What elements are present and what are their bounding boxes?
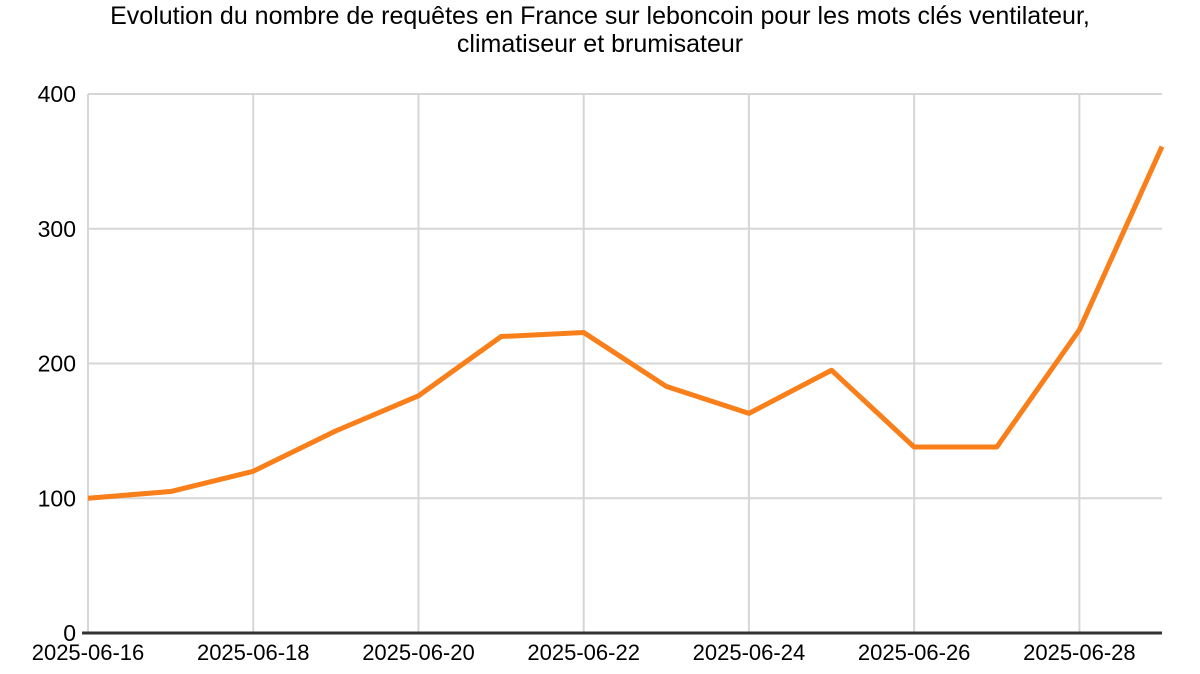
x-tick-label: 2025-06-16: [32, 640, 145, 665]
chart-title-line2: climatiseur et brumisateur: [456, 30, 744, 58]
y-tick-label: 0: [63, 620, 76, 646]
y-tick-label: 400: [38, 81, 76, 107]
y-tick-label: 300: [38, 216, 76, 242]
chart-title-line1: Evolution du nombre de requêtes en Franc…: [110, 2, 1090, 30]
x-tick-label: 2025-06-20: [362, 640, 475, 665]
y-tick-label: 200: [38, 351, 76, 377]
x-tick-label: 2025-06-18: [197, 640, 310, 665]
x-tick-label: 2025-06-22: [527, 640, 640, 665]
chart-title: Evolution du nombre de requêtes en Franc…: [0, 2, 1200, 58]
x-tick-label: 2025-06-28: [1023, 640, 1136, 665]
y-tick-label: 100: [38, 485, 76, 511]
x-tick-label: 2025-06-24: [693, 640, 806, 665]
series-line: [87, 145, 1165, 501]
x-tick-label: 2025-06-26: [858, 640, 971, 665]
